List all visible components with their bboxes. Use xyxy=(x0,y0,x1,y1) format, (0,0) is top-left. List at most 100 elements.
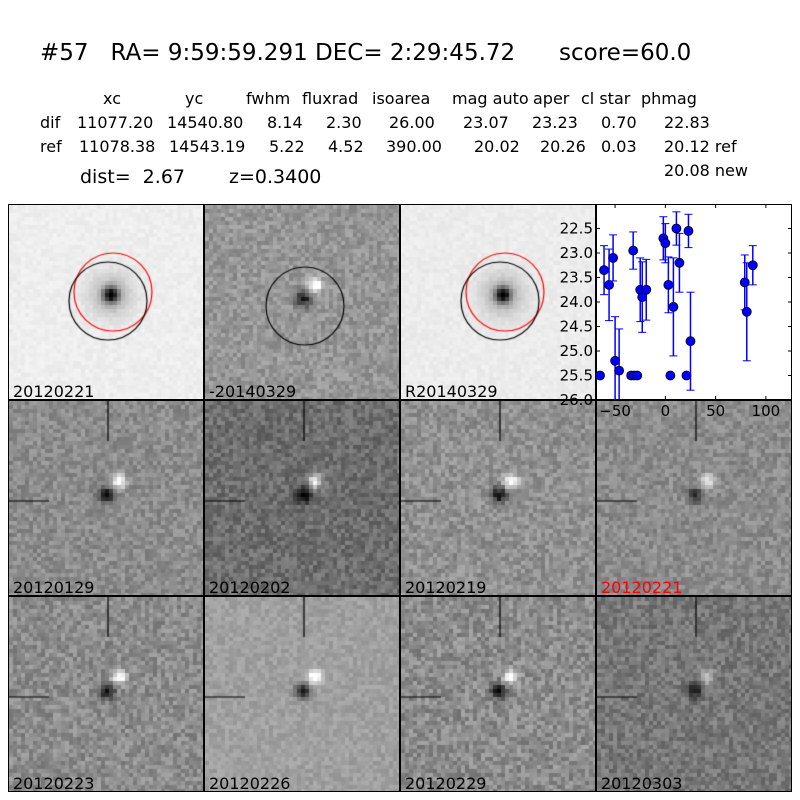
cell: 8.14 xyxy=(267,113,303,132)
header-aper: aper xyxy=(533,89,570,108)
cell: 20.26 xyxy=(540,137,586,156)
y-tick-label: 22.5 xyxy=(560,220,593,238)
cell: 0.70 xyxy=(601,113,637,132)
data-point xyxy=(595,370,605,381)
cell: 23.23 xyxy=(532,113,578,132)
stamp-date-label: -20140329 xyxy=(209,382,297,400)
y-tick-label: 25.5 xyxy=(560,367,593,385)
stamp-date-label: 20120223 xyxy=(13,774,95,792)
header-fluxrad: fluxrad xyxy=(302,89,359,108)
y-tick-label: 25.0 xyxy=(560,342,593,360)
stamp-image xyxy=(9,205,203,399)
stamp-image xyxy=(597,401,791,595)
data-point xyxy=(681,370,692,381)
cell: 22.83 xyxy=(664,113,710,132)
row-name: ref xyxy=(40,137,62,156)
x-tick-label: 100 xyxy=(752,402,781,420)
dist-value: dist= 2.67 xyxy=(80,166,185,188)
data-point xyxy=(641,284,652,295)
data-point xyxy=(599,265,609,276)
cell: 2.30 xyxy=(326,113,362,132)
cell: 14543.19 xyxy=(169,137,246,156)
y-tick-label: 24.0 xyxy=(560,293,593,311)
header-yc: yc xyxy=(185,89,204,108)
row-name: dif xyxy=(40,113,61,132)
header-fwhm: fwhm xyxy=(246,89,291,108)
stamp-date-label: 20120229 xyxy=(405,774,487,792)
redshift-value: z=0.3400 xyxy=(229,166,322,188)
stamp-date-label: 20120221 xyxy=(601,578,683,596)
header-xc: xc xyxy=(103,89,121,108)
header-mag-auto: mag auto xyxy=(452,89,529,108)
header-isoarea: isoarea xyxy=(372,89,431,108)
new-phmag: 20.08 new xyxy=(664,161,748,180)
data-point xyxy=(685,336,696,347)
image-stamp: 20120221 xyxy=(596,400,792,596)
data-point xyxy=(608,253,618,263)
stamp-image xyxy=(9,401,203,595)
image-stamp: 20120303 xyxy=(596,596,792,792)
stamp-date-label: 20120226 xyxy=(209,774,291,792)
data-point xyxy=(668,302,679,312)
stamp-image xyxy=(205,597,399,791)
data-point xyxy=(663,279,674,290)
data-point xyxy=(739,277,750,288)
stamp-date-label: R20140329 xyxy=(405,382,498,400)
data-point xyxy=(665,370,676,381)
y-tick-label: 23.5 xyxy=(560,269,593,287)
stamp-date-label: 20120202 xyxy=(209,578,291,596)
data-point xyxy=(671,223,682,234)
cell: 20.02 xyxy=(474,137,520,156)
data-point xyxy=(683,226,694,236)
cell: 5.22 xyxy=(269,137,305,156)
y-tick-label: 26.0 xyxy=(560,391,593,409)
y-tick-label: 24.5 xyxy=(560,318,593,336)
image-stamp: -20140329 xyxy=(204,204,400,400)
cell: 0.03 xyxy=(601,137,637,156)
x-tick-label: 50 xyxy=(706,402,725,420)
stamp-image xyxy=(401,597,595,791)
candidate-title: #57 RA= 9:59:59.291 DEC= 2:29:45.72 scor… xyxy=(40,40,692,66)
cell: 4.52 xyxy=(328,137,364,156)
stamp-image xyxy=(9,597,203,791)
image-stamp: 20120223 xyxy=(8,596,204,792)
x-tick-label: −50 xyxy=(599,402,631,420)
cell: 26.00 xyxy=(389,113,435,132)
data-point xyxy=(747,260,758,271)
light-curve-plot: 22.5 23.0 23.5 24.0 24.5 25.0 25.5 26.0 −50 0 50 10… xyxy=(560,204,792,420)
image-stamp: 20120219 xyxy=(400,400,596,596)
header-cl-star: cl star xyxy=(581,89,631,108)
cell: 14540.80 xyxy=(167,113,244,132)
stamp-image xyxy=(401,401,595,595)
cell: 390.00 xyxy=(386,137,442,156)
data-point xyxy=(604,279,614,290)
data-point xyxy=(741,306,752,317)
data-point xyxy=(660,238,671,249)
stamp-date-label: 20120221 xyxy=(13,382,95,400)
stamp-image xyxy=(597,597,791,791)
x-tick-label: 0 xyxy=(661,402,671,420)
image-stamp: 20120202 xyxy=(204,400,400,596)
image-stamp: R20140329 xyxy=(400,204,596,400)
image-stamp: 20120229 xyxy=(400,596,596,792)
data-point xyxy=(674,257,685,268)
stamp-date-label: 20120129 xyxy=(13,578,95,596)
data-point xyxy=(614,365,625,376)
data-point xyxy=(610,355,620,366)
stamp-date-label: 20120303 xyxy=(601,774,683,792)
cell: 23.07 xyxy=(463,113,509,132)
data-point xyxy=(628,245,639,256)
stamp-image xyxy=(401,205,595,399)
cell: 20.12 ref xyxy=(664,137,737,156)
image-stamp: 20120221 xyxy=(8,204,204,400)
stamp-image xyxy=(205,205,399,399)
stamp-date-label: 20120219 xyxy=(405,578,487,596)
cell: 11077.20 xyxy=(77,113,154,132)
stamp-image xyxy=(205,401,399,595)
image-stamp: 20120129 xyxy=(8,400,204,596)
data-point xyxy=(632,370,643,381)
cell: 11078.38 xyxy=(79,137,156,156)
plot-frame xyxy=(596,204,792,400)
y-tick-label: 23.0 xyxy=(560,244,593,262)
